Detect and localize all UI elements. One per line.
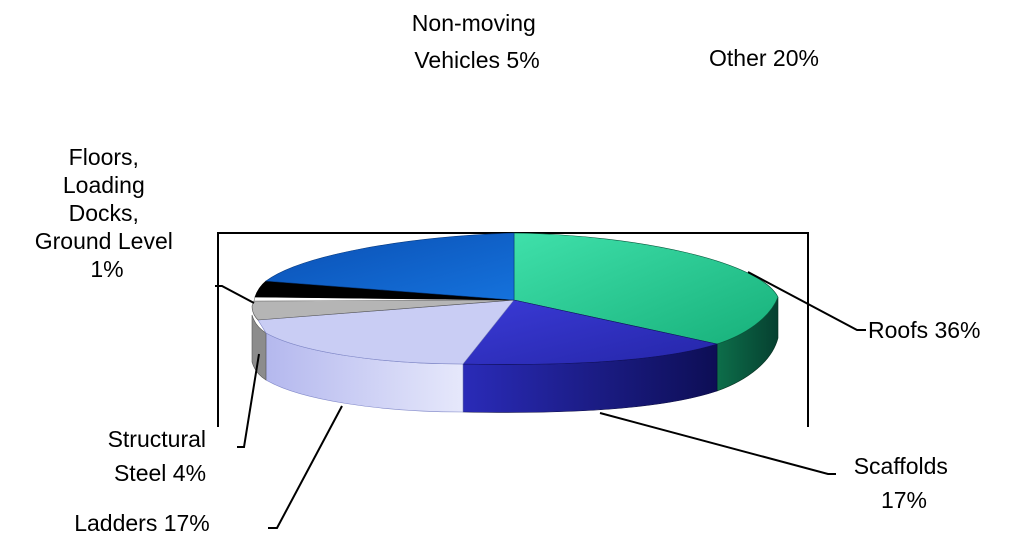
slice-structural-steel: [251, 299, 515, 321]
slice-roofs: [513, 232, 779, 345]
pie-side-walls: [251, 296, 779, 413]
slice-other: [265, 232, 515, 301]
leader-structural-steel: [237, 353, 260, 448]
leader-ladders: [268, 405, 343, 529]
label-floors-loading-docks: Floors, Loading Docks, Ground Level 1%: [35, 144, 179, 282]
leader-roofs: [747, 271, 866, 331]
label-scaffolds: Scaffolds 17%: [854, 453, 955, 513]
slice-side-structural-steel: [251, 314, 267, 381]
leader-floors: [215, 285, 255, 304]
leader-scaffolds: [599, 412, 836, 475]
label-ladders: Ladders 17%: [74, 510, 210, 536]
pie-top-faces: [251, 232, 779, 365]
label-non-moving-vehicles: Non-moving Vehicles 5%: [412, 10, 542, 73]
slice-scaffolds: [462, 299, 719, 365]
slice-ladders: [257, 299, 515, 365]
leader-lines: [215, 271, 866, 529]
slice-labels: Roofs 36% Scaffolds 17% Ladders 17% Stru…: [35, 10, 981, 536]
label-roofs: Roofs 36%: [868, 317, 981, 343]
label-other: Other 20%: [709, 45, 819, 71]
label-structural-steel: Structural Steel 4%: [108, 426, 213, 486]
